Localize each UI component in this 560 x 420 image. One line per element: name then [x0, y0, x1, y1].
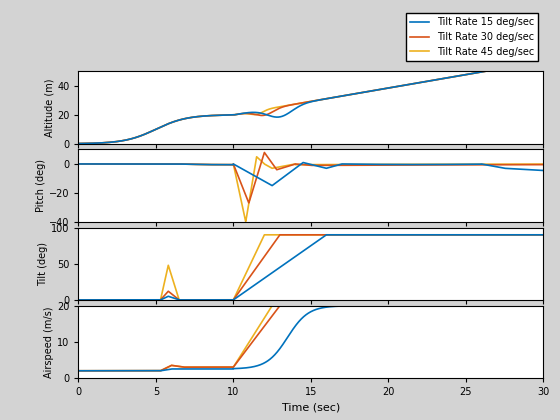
Y-axis label: Altitude (m): Altitude (m)	[44, 78, 54, 137]
Legend: Tilt Rate 15 deg/sec, Tilt Rate 30 deg/sec, Tilt Rate 45 deg/sec: Tilt Rate 15 deg/sec, Tilt Rate 30 deg/s…	[406, 13, 538, 61]
Y-axis label: Airspeed (m/s): Airspeed (m/s)	[44, 306, 54, 378]
Y-axis label: Tilt (deg): Tilt (deg)	[38, 242, 48, 286]
Y-axis label: Pitch (deg): Pitch (deg)	[36, 159, 46, 212]
X-axis label: Time (sec): Time (sec)	[282, 403, 340, 412]
